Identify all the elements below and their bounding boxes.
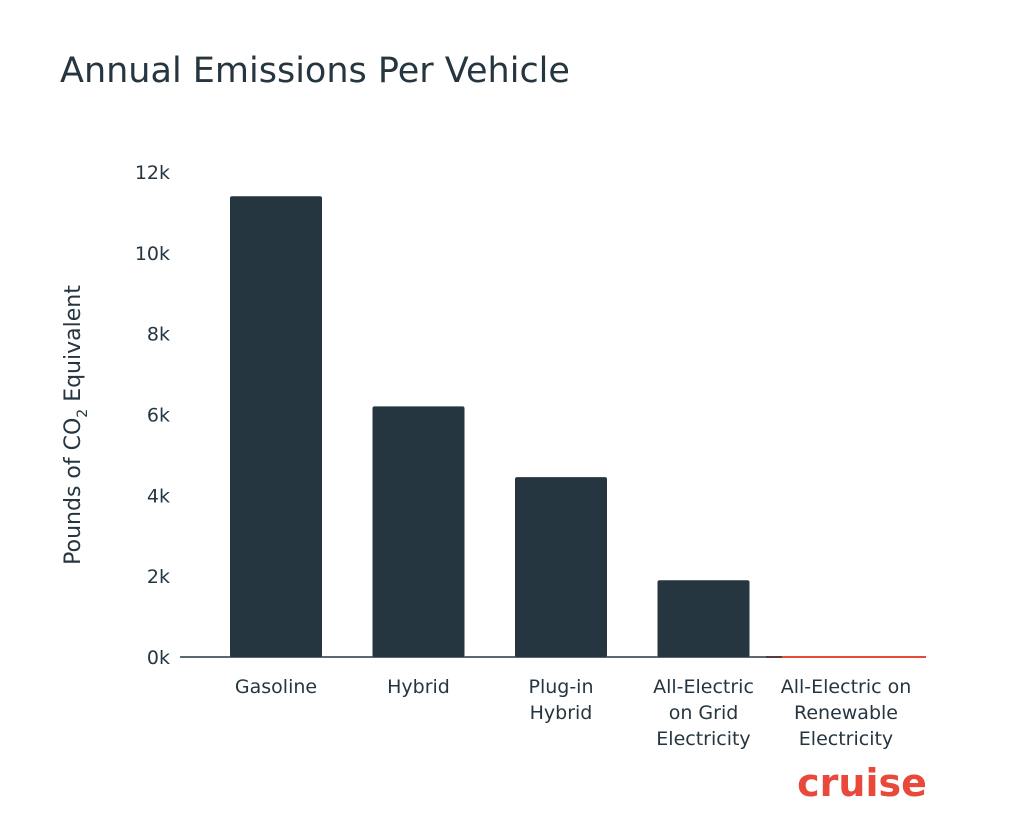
bar [515,477,607,657]
y-axis-label: Pounds of CO2 Equivalent [61,285,91,565]
category-label-line: Plug-in [528,676,593,698]
cruise-logo: cruise [797,761,927,805]
category-label: Gasoline [235,676,317,698]
y-tick-label: 12k [135,162,170,184]
y-axis-ticks: 0k 2k 4k 6k 8k 10k 12k [135,162,170,669]
y-tick-label: 0k [147,647,170,669]
y-tick-label: 8k [147,324,170,346]
category-label-line: Electricity [799,728,893,750]
y-tick-label: 6k [147,405,170,427]
y-axis-label-end: Equivalent [61,285,86,409]
category-label-line: Gasoline [235,676,317,698]
bar [230,196,322,657]
category-label-line: All-Electric [653,676,754,698]
y-tick-label: 10k [135,243,170,265]
bar [372,406,465,657]
bars [230,196,926,658]
category-labels: Gasoline Hybrid Plug-in Hybrid All-Electric o… [235,676,911,750]
bar [657,580,750,657]
y-tick-label: 4k [147,485,170,507]
category-label-line: Hybrid [387,676,450,698]
category-label: Hybrid [387,676,450,698]
category-label-line: Renewable [794,702,898,724]
category-label-line: Electricity [656,728,750,750]
category-label: All-Electric on Grid Electricity [653,676,754,750]
category-label-line: on Grid [669,702,739,724]
category-label: Plug-in Hybrid [528,676,593,724]
y-axis-label-main: Pounds of CO [61,418,86,565]
category-label-line: All-Electric on [781,676,912,698]
chart-title: Annual Emissions Per Vehicle [60,51,570,91]
category-label: All-Electric on Renewable Electricity [781,676,912,750]
y-tick-label: 2k [147,566,170,588]
y-axis-label-subscript: 2 [75,409,91,418]
category-label-line: Hybrid [530,702,593,724]
